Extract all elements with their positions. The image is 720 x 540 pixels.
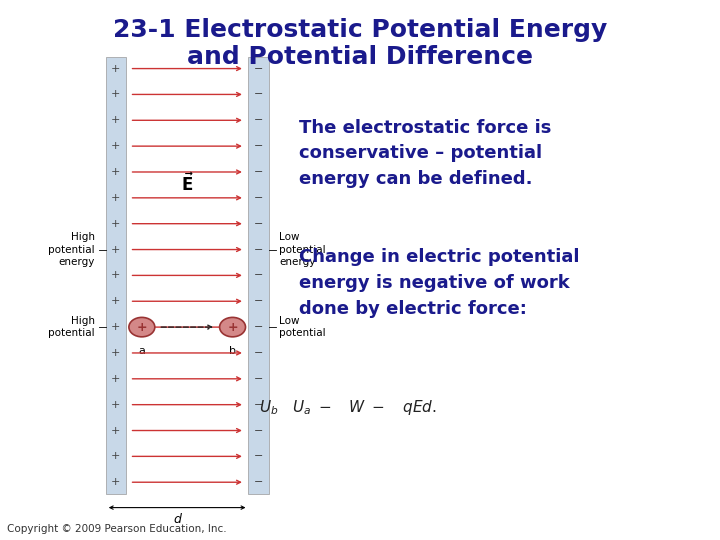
Text: −: −	[253, 477, 264, 487]
Text: −: −	[253, 374, 264, 384]
Text: −: −	[253, 219, 264, 229]
Text: +: +	[111, 141, 121, 151]
Text: +: +	[111, 64, 121, 73]
Text: +: +	[111, 348, 121, 358]
Text: −: −	[253, 271, 264, 280]
Text: +: +	[228, 321, 238, 334]
Circle shape	[220, 318, 246, 337]
Text: Low
potential
energy: Low potential energy	[279, 232, 326, 267]
Text: High
potential: High potential	[48, 316, 95, 338]
Text: −: −	[253, 167, 264, 177]
Text: High
potential
energy: High potential energy	[48, 232, 95, 267]
Text: −: −	[253, 64, 264, 73]
Text: +: +	[111, 296, 121, 306]
Text: +: +	[111, 219, 121, 229]
Text: −: −	[253, 426, 264, 436]
Text: +: +	[111, 374, 121, 384]
Text: b: b	[229, 346, 236, 356]
Text: +: +	[111, 426, 121, 436]
Text: d: d	[174, 513, 181, 526]
Text: +: +	[111, 245, 121, 254]
Text: Copyright © 2009 Pearson Education, Inc.: Copyright © 2009 Pearson Education, Inc.	[7, 523, 227, 534]
Bar	[248, 57, 269, 494]
Text: −: −	[253, 348, 264, 358]
Text: +: +	[111, 193, 121, 203]
Text: $U_b\quad U_a\ -\quad W\ -\quad qEd.$: $U_b\quad U_a\ -\quad W\ -\quad qEd.$	[259, 398, 437, 417]
Text: −: −	[253, 451, 264, 461]
Text: +: +	[111, 90, 121, 99]
Text: −: −	[253, 90, 264, 99]
Text: −: −	[253, 296, 264, 306]
Text: The electrostatic force is
conservative – potential
energy can be defined.: The electrostatic force is conservative …	[299, 119, 552, 188]
Text: +: +	[111, 115, 121, 125]
Text: Change in electric potential
energy is negative of work
done by electric force:: Change in electric potential energy is n…	[299, 248, 580, 318]
Text: Low
potential: Low potential	[279, 316, 326, 338]
Circle shape	[129, 318, 155, 337]
Text: +: +	[111, 477, 121, 487]
Bar	[106, 57, 126, 494]
Text: 23-1 Electrostatic Potential Energy: 23-1 Electrostatic Potential Energy	[113, 18, 607, 42]
Text: −: −	[253, 322, 264, 332]
Text: −: −	[253, 115, 264, 125]
Text: +: +	[111, 322, 121, 332]
Text: −: −	[253, 141, 264, 151]
Text: −: −	[253, 193, 264, 203]
Text: +: +	[111, 167, 121, 177]
Text: −: −	[253, 400, 264, 410]
Text: −: −	[253, 245, 264, 254]
Text: +: +	[111, 271, 121, 280]
Text: and Potential Difference: and Potential Difference	[187, 45, 533, 69]
Text: +: +	[111, 400, 121, 410]
Text: +: +	[137, 321, 147, 334]
Text: +: +	[111, 451, 121, 461]
Text: $\mathbf{\vec{E}}$: $\mathbf{\vec{E}}$	[181, 173, 194, 195]
Text: a: a	[138, 346, 145, 356]
